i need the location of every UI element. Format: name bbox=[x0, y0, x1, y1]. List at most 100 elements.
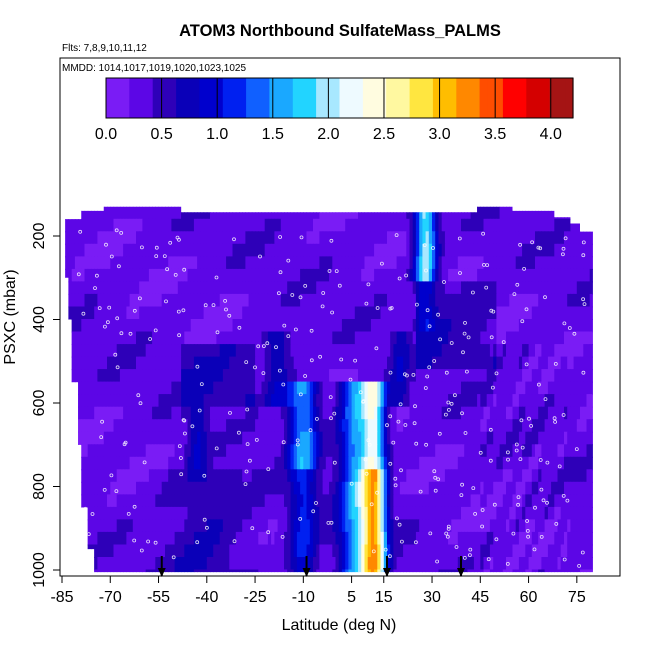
colorbar-segment bbox=[487, 78, 496, 118]
sample-point bbox=[286, 258, 291, 263]
sample-point bbox=[132, 504, 137, 509]
x-tick-label: 45 bbox=[471, 589, 489, 606]
sample-point bbox=[182, 267, 187, 272]
colorbar-segment bbox=[471, 78, 481, 118]
sample-point bbox=[282, 323, 287, 328]
sample-point bbox=[543, 397, 548, 402]
sample-point bbox=[397, 276, 402, 281]
colorbar-segment bbox=[230, 78, 239, 118]
sample-point bbox=[488, 427, 493, 432]
sample-point bbox=[494, 371, 499, 376]
sample-point bbox=[554, 522, 559, 526]
sample-point bbox=[250, 526, 255, 531]
sample-point bbox=[243, 482, 248, 487]
sample-point bbox=[103, 324, 107, 329]
colorbar-segment bbox=[207, 78, 216, 118]
sample-point bbox=[115, 365, 120, 370]
colorbar-segment bbox=[502, 78, 512, 118]
sample-point bbox=[515, 282, 520, 287]
sample-point bbox=[561, 252, 565, 257]
sample-point bbox=[414, 302, 419, 307]
sample-point bbox=[154, 245, 159, 250]
sample-point bbox=[467, 553, 472, 557]
sample-point bbox=[203, 303, 208, 308]
sample-point bbox=[245, 442, 250, 447]
sample-point bbox=[77, 510, 81, 515]
y-tick-label: 800 bbox=[31, 473, 48, 500]
sample-point bbox=[516, 495, 521, 500]
sample-point bbox=[514, 448, 519, 453]
colorbar-segment bbox=[425, 78, 434, 118]
sample-point bbox=[311, 509, 316, 514]
x-tick-label: -10 bbox=[292, 589, 315, 606]
sample-point bbox=[290, 293, 295, 297]
colorbar-segment bbox=[316, 78, 325, 118]
sample-point bbox=[136, 393, 141, 398]
sample-point bbox=[81, 311, 86, 316]
sample-point bbox=[436, 312, 441, 317]
sample-point bbox=[411, 372, 416, 377]
sample-point bbox=[525, 529, 530, 533]
sample-point bbox=[393, 476, 398, 481]
sample-point bbox=[462, 331, 467, 336]
sample-point bbox=[471, 486, 476, 491]
colorbar-segment bbox=[355, 78, 364, 118]
sample-point bbox=[214, 446, 219, 451]
sample-point bbox=[232, 539, 237, 544]
x-tick-label: 75 bbox=[568, 589, 586, 606]
sample-point bbox=[444, 370, 449, 375]
sample-point bbox=[414, 441, 419, 446]
sample-point bbox=[444, 531, 449, 536]
sample-point bbox=[178, 456, 183, 460]
sample-point bbox=[353, 358, 358, 363]
sample-point bbox=[396, 419, 401, 424]
colorbar-segment bbox=[183, 78, 193, 118]
sample-point bbox=[106, 320, 110, 325]
x-tick-label: -40 bbox=[195, 589, 218, 606]
sample-point bbox=[582, 302, 587, 307]
sample-point bbox=[293, 327, 298, 332]
sample-point bbox=[329, 238, 334, 243]
sample-point bbox=[470, 290, 475, 295]
sample-point bbox=[454, 545, 459, 549]
sample-point bbox=[374, 346, 379, 351]
sample-point bbox=[95, 273, 99, 278]
sample-point bbox=[412, 421, 417, 426]
sample-point bbox=[100, 419, 104, 424]
sample-point bbox=[327, 269, 332, 273]
sample-point bbox=[446, 400, 451, 405]
sample-point bbox=[361, 399, 366, 404]
sample-point bbox=[371, 549, 376, 554]
sample-point bbox=[491, 309, 496, 314]
sample-point bbox=[463, 431, 468, 435]
sample-point bbox=[572, 331, 577, 336]
sample-point bbox=[202, 473, 207, 478]
sample-point bbox=[278, 270, 283, 275]
sample-point bbox=[223, 298, 228, 303]
sample-point bbox=[175, 235, 180, 240]
sample-point bbox=[132, 538, 137, 543]
sample-point bbox=[182, 418, 187, 423]
sample-point bbox=[227, 313, 232, 318]
sample-point bbox=[254, 437, 259, 442]
sample-point bbox=[328, 395, 333, 400]
sample-point bbox=[78, 229, 83, 234]
colorbar-segment bbox=[246, 78, 255, 118]
sample-point bbox=[211, 303, 216, 308]
colorbar-segment bbox=[339, 78, 348, 118]
sample-point bbox=[76, 539, 80, 543]
colorbar-segment bbox=[144, 78, 154, 118]
sample-point bbox=[107, 305, 112, 310]
x-tick-label: -70 bbox=[99, 589, 122, 606]
sample-point bbox=[280, 535, 285, 539]
colorbar-segment bbox=[277, 78, 286, 118]
sample-point bbox=[514, 442, 519, 447]
sample-point bbox=[539, 487, 544, 492]
profile-arrow-head bbox=[157, 568, 166, 577]
sample-point bbox=[435, 559, 440, 564]
colorbar-segment bbox=[113, 78, 123, 118]
sample-point bbox=[126, 512, 131, 516]
x-tick-label: -85 bbox=[50, 589, 73, 606]
sample-point bbox=[329, 416, 333, 421]
sample-point bbox=[425, 308, 430, 313]
